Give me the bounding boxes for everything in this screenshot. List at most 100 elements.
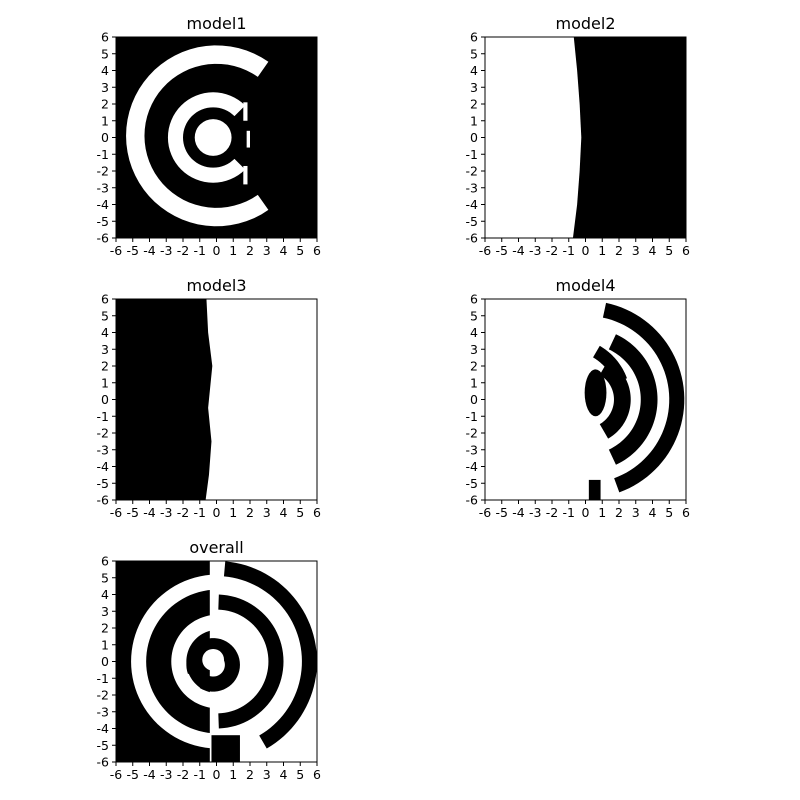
y-tick-label: 5 [101,308,109,323]
y-tick-label: 6 [101,30,109,45]
y-tick-label: 4 [101,587,109,602]
x-tick-label: -4 [512,243,525,258]
x-tick-label: -4 [143,505,156,520]
y-tick-label: 5 [470,308,478,323]
decision-region-left [485,37,581,238]
decision-region-5 [589,480,601,500]
x-tick-label: 2 [246,505,254,520]
x-tick-label: 3 [263,243,271,258]
y-tick-label: -3 [466,442,478,457]
x-tick-label: -6 [479,505,492,520]
y-tick-label: -5 [97,214,109,229]
y-tick-label: -5 [466,476,478,491]
x-tick-label: 5 [296,767,304,782]
y-tick-label: -4 [466,459,479,474]
x-tick-label: 1 [229,243,237,258]
x-tick-label: 3 [632,243,640,258]
x-tick-label: -5 [127,505,139,520]
x-tick-label: 3 [632,505,640,520]
y-tick-label: -2 [97,164,109,179]
y-tick-label: -1 [97,409,109,424]
decision-region-0 [195,119,232,156]
x-tick-label: 1 [229,505,237,520]
x-tick-label: -2 [177,505,189,520]
y-tick-label: 3 [101,342,109,357]
decision-region-7 [211,735,239,762]
x-tick-label: 6 [682,505,690,520]
y-tick-label: 1 [101,375,109,390]
y-tick-label: -1 [466,147,478,162]
x-tick-label: -4 [143,243,156,258]
x-tick-label: 0 [582,505,590,520]
x-tick-label: -1 [563,243,575,258]
x-tick-label: -2 [177,767,189,782]
y-tick-label: 4 [470,63,478,78]
x-tick-label: 1 [598,505,606,520]
x-tick-label: 1 [598,243,606,258]
x-tick-label: -6 [479,243,492,258]
decision-region-3 [243,102,247,120]
x-tick-label: 0 [582,243,590,258]
x-tick-label: 5 [296,243,304,258]
x-tick-label: 1 [229,767,237,782]
x-tick-label: 4 [280,243,288,258]
x-tick-label: -2 [177,243,189,258]
y-tick-label: -1 [97,147,109,162]
y-tick-label: 5 [470,46,478,61]
y-tick-label: -6 [97,755,110,770]
x-tick-label: 6 [313,243,321,258]
y-tick-label: 3 [101,604,109,619]
y-tick-label: 2 [101,359,109,374]
y-tick-label: 6 [470,292,478,307]
x-tick-label: -3 [160,243,172,258]
x-tick-label: 2 [246,767,254,782]
panel-model3: model3 -6 -5 -4 -3 -2 -1 0 1 2 3 4 5 6-6-5-4-3-2-101… [97,276,321,520]
panel-title: model4 [556,276,616,295]
x-tick-label: 2 [246,243,254,258]
plot-area [116,299,317,500]
y-tick-label: -2 [97,688,109,703]
y-tick-label: -1 [466,409,478,424]
y-tick-label: 6 [101,292,109,307]
panel-title: model3 [187,276,247,295]
x-tick-label: 4 [649,243,657,258]
x-tick-label: 2 [615,505,623,520]
y-tick-label: 5 [101,46,109,61]
y-tick-label: 2 [470,97,478,112]
y-tick-label: -6 [97,231,110,246]
y-tick-label: -5 [97,476,109,491]
y-tick-label: 3 [470,342,478,357]
y-tick-label: 0 [101,654,109,669]
x-tick-label: 4 [649,505,657,520]
x-tick-label: -1 [563,505,575,520]
x-tick-label: -1 [194,243,206,258]
y-tick-label: 0 [470,130,478,145]
y-tick-label: -4 [97,197,110,212]
x-tick-label: 6 [313,767,321,782]
y-tick-label: -6 [466,493,479,508]
x-tick-label: -5 [496,243,508,258]
y-tick-label: 4 [101,63,109,78]
x-tick-label: 3 [263,767,271,782]
panel-overall: overall -6 -5 -4 -3 -2 -1 0 1 2 3 4 5 6-6-5-4-3-2-10… [97,538,321,782]
x-tick-label: -4 [143,767,156,782]
x-tick-label: 3 [263,505,271,520]
y-tick-label: -2 [97,426,109,441]
y-tick-label: -5 [466,214,478,229]
x-tick-label: -3 [529,243,541,258]
decision-region-left [116,299,212,500]
x-tick-label: 0 [213,243,221,258]
y-tick-label: 3 [470,80,478,95]
y-tick-label: -3 [97,704,109,719]
y-tick-label: -1 [97,671,109,686]
x-tick-label: -3 [160,505,172,520]
y-tick-label: -3 [97,180,109,195]
y-tick-label: 1 [101,113,109,128]
x-tick-label: 4 [280,767,288,782]
y-tick-label: -2 [466,426,478,441]
x-tick-label: 2 [615,243,623,258]
decision-region-6 [202,649,224,671]
x-tick-label: 0 [213,505,221,520]
plot-area [485,299,686,500]
panel-model4: model4 -6 -5 -4 -3 -2 -1 0 1 2 3 4 5 6-6-5-4-3-2-101… [466,276,690,520]
